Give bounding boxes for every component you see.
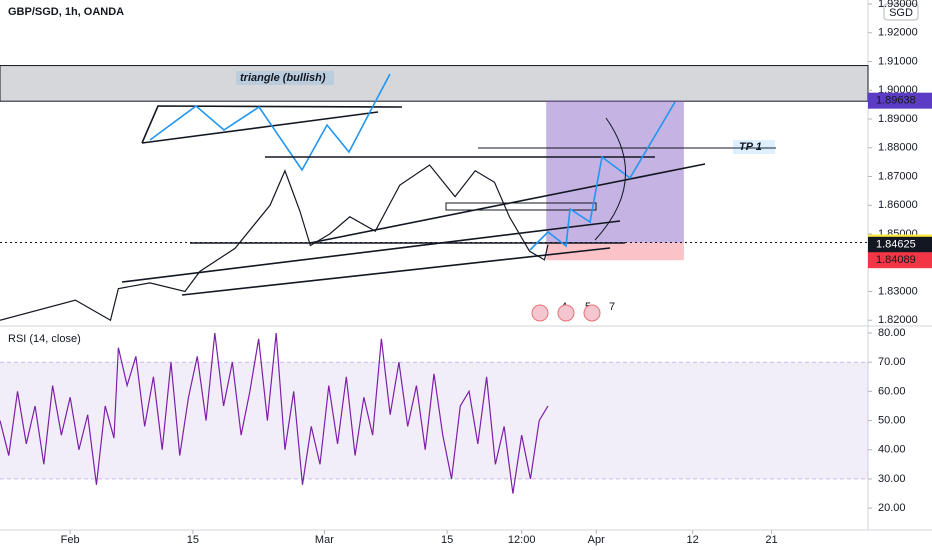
projection-path (149, 73, 391, 172)
last-price-label: 1.84625 (876, 239, 916, 251)
stop-zone (546, 242, 684, 261)
y-tick-label: 50.00 (878, 414, 906, 426)
y-tick-label: 1.91000 (878, 55, 918, 67)
x-tick-label: 12:00 (508, 534, 536, 546)
y-tick-label: 40.00 (878, 444, 906, 456)
event-icon (557, 304, 575, 322)
x-tick-label: Feb (61, 534, 80, 546)
y-tick-label: 1.87000 (878, 170, 918, 182)
annotation-bg (733, 140, 775, 154)
drawings (121, 73, 776, 296)
y-tick-label: 20.00 (878, 502, 906, 514)
y-tick-label: 30.00 (878, 473, 906, 485)
pane-title: RSI (14, close) (8, 333, 81, 345)
y-tick-label: 70.00 (878, 356, 906, 368)
x-tick-label: Apr (588, 534, 605, 546)
rsi-line (0, 332, 549, 494)
stop-label: 1.84089 (876, 254, 916, 266)
y-tick-label: 80.00 (878, 327, 906, 339)
annotation: TP 1 (739, 141, 762, 153)
y-tick-label: 1.86000 (878, 199, 918, 211)
x-tick-label: 15 (441, 534, 453, 546)
rsi-band (0, 362, 868, 479)
annotation-bg (236, 71, 334, 85)
x-tick-label: 12 (687, 534, 699, 546)
price-line (0, 164, 549, 322)
x-tick-label: 21 (765, 534, 777, 546)
event-icon (583, 304, 601, 322)
x-tick-label: 15 (187, 534, 199, 546)
target-tag (868, 92, 932, 109)
y-tick-label: 1.93000 (878, 0, 918, 10)
range-box (445, 202, 597, 211)
triangle-line (141, 111, 379, 144)
y-tick-label: 1.88000 (878, 142, 918, 154)
y-tick-label: 1.89000 (878, 113, 918, 125)
curved-arrow (594, 117, 627, 241)
currency-button (883, 3, 919, 21)
y-tick-label: 60.00 (878, 385, 906, 397)
triangle-line (141, 105, 403, 144)
y-tick-label: 1.82000 (878, 314, 918, 326)
y-tick-label: 1.83000 (878, 285, 918, 297)
currency-label: SGD (889, 7, 913, 19)
event-icon (531, 304, 549, 322)
y-tick-label: 1.92000 (878, 27, 918, 39)
stop-tag (868, 252, 932, 269)
channel-line (121, 220, 621, 283)
resistance-zone (0, 65, 869, 102)
x-tick-label: Mar (315, 534, 334, 546)
chart-title: GBP/SGD, 1h, OANDA (8, 6, 124, 18)
annotation: triangle (bullish) (240, 72, 326, 84)
event-label: 7 (609, 301, 615, 313)
target-label: 1.89638 (876, 95, 916, 107)
